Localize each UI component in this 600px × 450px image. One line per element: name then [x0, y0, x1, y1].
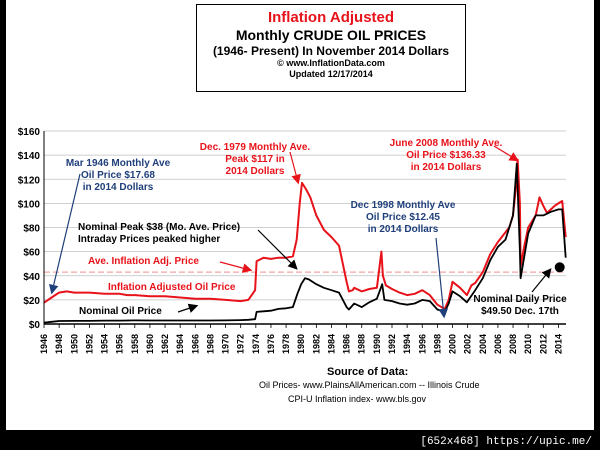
title-line-2: Monthly CRUDE OIL PRICES [235, 27, 427, 43]
x-tick-label: 1946 [39, 334, 49, 354]
annotation-text: June 2008 Monthly Ave. Oil Price $136.33 i… [390, 138, 503, 173]
annotation-line: $49.50 Dec. 17th [481, 306, 559, 317]
x-tick-label: 2004 [478, 334, 488, 354]
x-tick-label: 1990 [372, 334, 382, 354]
annotation-text: Dec. 1979 Monthly Ave. Peak $117 in 2014 D… [200, 142, 311, 177]
annotation-line: Dec 1998 Monthly Ave [351, 200, 456, 211]
annotation-text: Ave. Inflation Adj. Price [88, 256, 199, 267]
x-tick-label: 1958 [130, 334, 140, 354]
source-title: Source of Data: [327, 366, 409, 378]
source-oil: Oil Prices- www.PlainsAllAmerican.com --… [259, 380, 480, 390]
x-tick-label: 1982 [311, 334, 321, 354]
annotation-line: Dec. 1979 Monthly Ave. [200, 142, 311, 153]
annotation-arrow [177, 303, 199, 313]
annotation-arrow [289, 151, 301, 185]
annotation-text: Nominal Oil Price [79, 306, 162, 317]
x-tick-label: 1964 [175, 334, 185, 354]
grid [44, 130, 566, 301]
updated-line: Updated 12/17/2014 [289, 69, 373, 79]
x-tick-label: 1976 [266, 334, 276, 354]
annotation-arrow [493, 145, 520, 162]
annotations: Mar 1946 Monthly Ave Oil Price $17.68 in 2… [66, 138, 567, 317]
nominal-daily-point [554, 262, 565, 273]
annotation-line: in 2014 Dollars [368, 224, 439, 235]
x-tick-label: 1954 [100, 334, 110, 354]
annotation-line: Nominal Daily Price [473, 294, 567, 305]
y-tick-label: $40 [23, 272, 40, 283]
title-box: Inflation Adjusted Monthly CRUDE OIL PRI… [196, 4, 466, 92]
annotation-arrows [48, 145, 552, 319]
annotation-line: Ave. Inflation Adj. Price [88, 256, 199, 267]
y-tick-label: $80 [23, 224, 40, 235]
nominal-series-line [43, 162, 567, 324]
x-tick-label: 1972 [236, 334, 246, 354]
x-tick-label: 1970 [221, 334, 231, 354]
x-tick-label: 1948 [54, 334, 64, 354]
annotation-line: Oil Price $136.33 [406, 150, 486, 161]
annotation-text: Dec 1998 Monthly Ave Oil Price $12.45 in 2… [351, 200, 456, 235]
x-tick-label: 2006 [493, 334, 503, 354]
annotation-text: Nominal Peak $38 (Mo. Ave. Price) Intrada… [78, 222, 240, 245]
annotation-text: Inflation Adjusted Oil Price [108, 282, 236, 293]
y-tick-label: $20 [23, 296, 40, 307]
y-axis-ticks: $0 $20 $40 $60 $80 $100 $120 $140 $160 [18, 127, 41, 331]
annotation-line: Nominal Oil Price [79, 306, 162, 317]
annotation-arrow [435, 237, 449, 319]
y-tick-label: $160 [18, 127, 41, 138]
x-tick-label: 1950 [69, 334, 79, 354]
annotation-line: Oil Price $12.45 [366, 212, 440, 223]
x-tick-label: 2012 [538, 334, 548, 354]
x-tick-label: 1968 [205, 334, 215, 354]
x-tick-label: 1992 [387, 334, 397, 354]
title-line-3: (1946- Present) In November 2014 Dollars [212, 44, 450, 58]
x-tick-label: 1952 [84, 334, 94, 354]
y-tick-label: $140 [18, 151, 41, 162]
x-tick-label: 1974 [251, 334, 261, 354]
x-tick-label: 2010 [523, 334, 533, 354]
x-tick-label: 1994 [402, 334, 412, 354]
x-tick-label: 1996 [417, 334, 427, 354]
x-tick-label: 1960 [145, 334, 155, 354]
y-tick-label: $0 [29, 320, 41, 331]
annotation-text: Nominal Daily Price $49.50 Dec. 17th [473, 294, 567, 317]
annotation-line: Oil Price $17.68 [81, 170, 155, 181]
annotation-line: Intraday Prices peaked higher [78, 234, 220, 245]
annotation-text: Mar 1946 Monthly Ave Oil Price $17.68 in 2… [66, 158, 171, 193]
x-tick-label: 1980 [296, 334, 306, 354]
x-tick-label: 2008 [508, 334, 518, 354]
x-axis-ticks: 1946 1948 1950 1952 1954 1956 1958 1960 1962 1964… [39, 324, 563, 354]
source-cpi: CPI-U Inflation index- www.bls.gov [288, 394, 427, 404]
x-tick-label: 2000 [448, 334, 458, 354]
annotation-line: Nominal Peak $38 (Mo. Ave. Price) [78, 222, 240, 233]
x-tick-label: 2002 [463, 334, 473, 354]
title-line-1: Inflation Adjusted [267, 9, 395, 26]
annotation-line: 2014 Dollars [226, 166, 285, 177]
annotation-line: Peak $117 in [225, 154, 285, 165]
x-tick-label: 1998 [432, 334, 442, 354]
annotation-arrow [48, 173, 81, 295]
x-tick-label: 1956 [115, 334, 125, 354]
y-tick-label: $60 [23, 248, 40, 259]
copyright-line: © www.InflationData.com [277, 58, 385, 68]
x-tick-label: 1986 [342, 334, 352, 354]
x-tick-label: 1966 [190, 334, 200, 354]
annotation-line: in 2014 Dollars [83, 182, 154, 193]
annotation-arrow [531, 268, 552, 293]
watermark: [652x468] https://upic.me/ [418, 436, 594, 448]
y-tick-label: $120 [18, 175, 41, 186]
annotation-line: Inflation Adjusted Oil Price [108, 282, 236, 293]
y-tick-label: $100 [18, 199, 41, 210]
annotation-line: in 2014 Dollars [411, 162, 482, 173]
x-tick-label: 1978 [281, 334, 291, 354]
x-tick-label: 2014 [553, 334, 563, 354]
x-tick-label: 1962 [160, 334, 170, 354]
annotation-line: Mar 1946 Monthly Ave [66, 158, 171, 169]
annotation-arrow [219, 261, 253, 273]
x-tick-label: 1988 [357, 334, 367, 354]
annotation-arrow [257, 229, 298, 270]
x-tick-label: 1984 [326, 334, 336, 354]
annotation-line: June 2008 Monthly Ave. [390, 138, 503, 149]
